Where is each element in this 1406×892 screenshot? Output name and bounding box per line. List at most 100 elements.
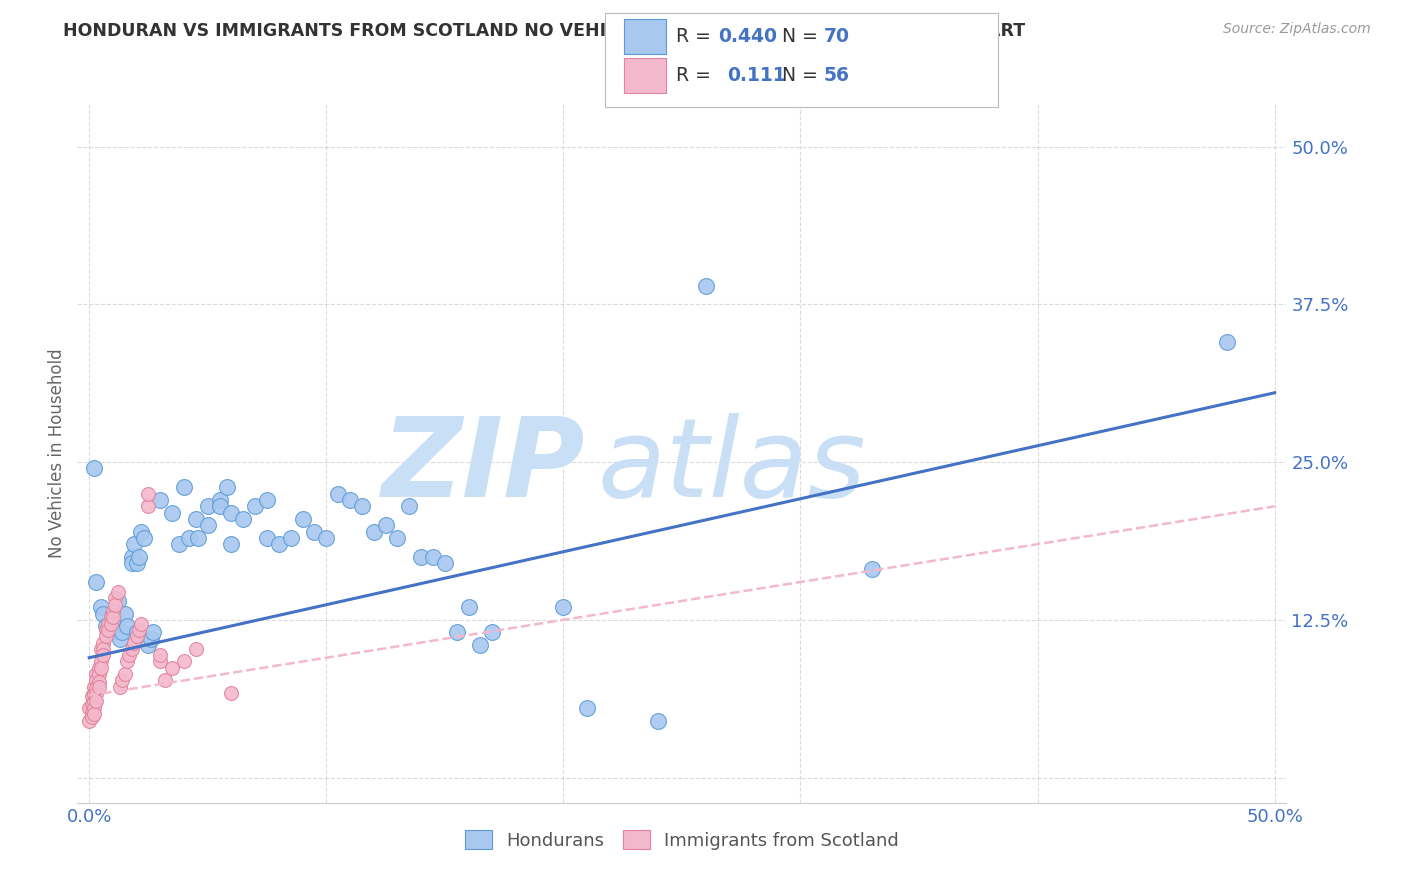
Text: Source: ZipAtlas.com: Source: ZipAtlas.com [1223, 22, 1371, 37]
Point [84, 673, 107, 688]
Point [94, 619, 117, 633]
Point [142, 625, 165, 640]
Point [173, 480, 195, 494]
Point [83, 707, 105, 722]
Point [128, 623, 150, 637]
Point [446, 625, 468, 640]
Point [111, 625, 134, 640]
Point [101, 604, 124, 618]
Point [149, 648, 172, 663]
Point [118, 648, 141, 663]
Text: atlas: atlas [598, 413, 866, 520]
Point [93, 607, 115, 621]
Point [87, 667, 110, 681]
Point [90, 641, 112, 656]
Point [97, 622, 120, 636]
Point [87, 674, 110, 689]
Point [221, 506, 243, 520]
Point [84, 667, 107, 681]
Point [111, 673, 134, 688]
Point [138, 500, 160, 514]
Point [115, 619, 138, 633]
Point [114, 667, 136, 681]
Point [647, 714, 669, 728]
Point [160, 661, 183, 675]
Point [197, 518, 219, 533]
Point [422, 549, 444, 564]
Point [387, 531, 409, 545]
Point [93, 648, 115, 663]
Point [101, 607, 124, 621]
Point [173, 655, 195, 669]
Point [457, 600, 479, 615]
Point [87, 661, 110, 675]
Text: 70: 70 [824, 27, 849, 46]
Point [131, 616, 153, 631]
Point [83, 680, 105, 694]
Point [243, 500, 266, 514]
Point [160, 506, 183, 520]
Point [339, 493, 361, 508]
Point [80, 698, 103, 712]
Point [153, 673, 176, 688]
Point [94, 623, 117, 637]
Point [121, 556, 143, 570]
Point [184, 641, 207, 656]
Point [208, 493, 231, 508]
Point [350, 500, 373, 514]
Point [125, 556, 148, 570]
Point [100, 625, 122, 640]
Point [97, 616, 120, 631]
Point [121, 549, 143, 564]
Point [139, 632, 162, 646]
Point [84, 687, 107, 701]
Point [104, 591, 127, 606]
Point [149, 493, 172, 508]
Point [77, 701, 100, 715]
Point [101, 610, 124, 624]
Point [221, 686, 243, 700]
Point [215, 480, 238, 494]
Point [315, 531, 337, 545]
Text: ZIP: ZIP [381, 413, 585, 520]
Point [433, 556, 456, 570]
Legend: Hondurans, Immigrants from Scotland: Hondurans, Immigrants from Scotland [458, 823, 905, 857]
Point [97, 623, 120, 637]
Text: 56: 56 [824, 66, 849, 85]
Point [470, 638, 492, 652]
Point [107, 585, 129, 599]
Point [398, 500, 420, 514]
Point [83, 687, 105, 701]
Text: N =: N = [782, 27, 824, 46]
Text: R =: R = [676, 66, 723, 85]
Point [107, 594, 129, 608]
Point [411, 549, 433, 564]
Point [860, 562, 883, 576]
Point [90, 661, 112, 675]
Point [256, 531, 278, 545]
Point [80, 689, 103, 703]
Point [128, 549, 150, 564]
Point [83, 461, 105, 475]
Point [131, 524, 153, 539]
Point [280, 531, 302, 545]
Point [122, 635, 145, 649]
Point [184, 512, 207, 526]
Point [121, 641, 143, 656]
Point [84, 681, 107, 695]
Point [84, 693, 107, 707]
Point [1216, 335, 1239, 350]
Point [125, 625, 148, 640]
Point [149, 655, 172, 669]
Point [208, 500, 231, 514]
Point [256, 493, 278, 508]
Point [138, 486, 160, 500]
Point [132, 531, 155, 545]
Text: N =: N = [782, 66, 824, 85]
Point [115, 655, 138, 669]
Point [83, 695, 105, 709]
Point [93, 635, 115, 649]
Text: 0.440: 0.440 [718, 27, 778, 46]
Point [84, 574, 107, 589]
Point [221, 537, 243, 551]
